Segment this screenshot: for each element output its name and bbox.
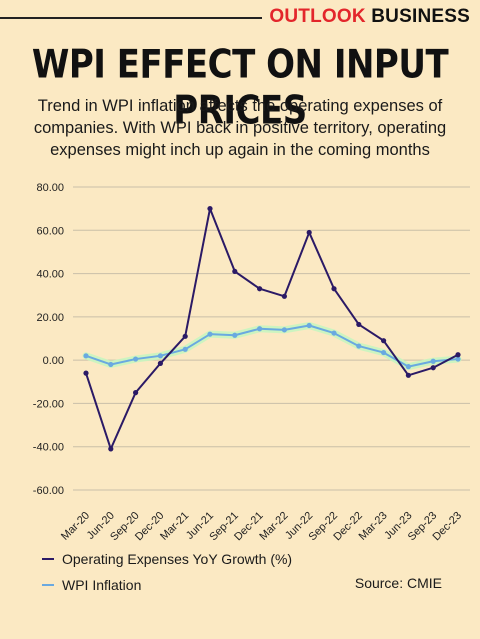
- data-point-opex: [108, 446, 114, 452]
- data-point-opex: [306, 229, 312, 236]
- data-point-opex: [133, 390, 139, 396]
- brand-outlook: OUTLOOK: [269, 6, 366, 27]
- data-point-opex: [182, 333, 188, 339]
- data-point-opex: [83, 370, 89, 376]
- legend: Operating Expenses YoY Growth (%) WPI In…: [42, 546, 292, 598]
- y-tick-label: -40.00: [33, 442, 64, 454]
- data-point-wpi: [381, 349, 387, 356]
- data-point-opex: [207, 206, 213, 212]
- data-point-wpi: [306, 322, 312, 329]
- data-point-wpi: [356, 343, 362, 349]
- data-point-wpi: [133, 356, 139, 362]
- legend-label-wpi: WPI Inflation: [62, 577, 142, 593]
- legend-label-opex: Operating Expenses YoY Growth (%): [62, 551, 293, 567]
- legend-swatch-opex: [42, 558, 54, 560]
- y-tick-label: 80.00: [36, 182, 64, 194]
- data-point-wpi: [232, 332, 238, 338]
- y-tick-label: 0.00: [43, 355, 64, 367]
- line-chart: 80.00 60.00 40.00 20.00 0.00 -20.00 -40.00 -60.…: [33, 182, 470, 542]
- legend-item-opex: Operating Expenses YoY Growth (%): [42, 546, 292, 572]
- data-point-opex: [157, 360, 163, 366]
- brand-logo: OUTLOOK BUSINESS: [269, 6, 470, 28]
- y-tick-label: 20.00: [36, 312, 64, 324]
- top-bar: OUTLOOK BUSINESS: [0, 0, 480, 34]
- data-point-opex: [232, 268, 238, 275]
- data-point-opex: [281, 293, 287, 299]
- y-tick-label: 60.00: [36, 225, 64, 237]
- chart-subtitle: Trend in WPI inflation affects the opera…: [33, 97, 447, 159]
- data-point-opex: [455, 352, 461, 358]
- data-point-wpi: [405, 364, 411, 370]
- data-point-opex: [257, 286, 263, 292]
- source-note: Source: CMIE: [354, 575, 442, 591]
- data-point-wpi: [207, 331, 213, 337]
- data-point-wpi: [157, 353, 163, 359]
- data-point-opex: [405, 372, 411, 378]
- data-point-opex: [430, 365, 436, 371]
- data-point-wpi: [257, 326, 263, 332]
- brand-business: BUSINESS: [371, 6, 470, 27]
- data-point-opex: [356, 321, 362, 328]
- data-point-wpi: [455, 356, 461, 362]
- data-point-wpi: [331, 330, 337, 336]
- y-tick-label: -20.00: [33, 398, 64, 410]
- legend-item-wpi: WPI Inflation: [42, 572, 292, 598]
- chart-title: WPI EFFECT ON INPUT PRICES: [31, 42, 449, 134]
- series-line-opex: [85, 207, 459, 450]
- y-tick-label: 40.00: [36, 269, 64, 281]
- data-point-wpi: [182, 346, 188, 352]
- data-point-wpi: [108, 361, 114, 368]
- y-tick-label: -60.00: [33, 485, 64, 497]
- header-rule: [0, 17, 262, 19]
- data-point-wpi: [83, 353, 89, 359]
- data-point-wpi: [281, 327, 287, 333]
- legend-swatch-wpi: [42, 584, 54, 586]
- data-point-wpi: [430, 358, 436, 364]
- data-point-opex: [381, 338, 387, 344]
- data-point-opex: [331, 286, 337, 292]
